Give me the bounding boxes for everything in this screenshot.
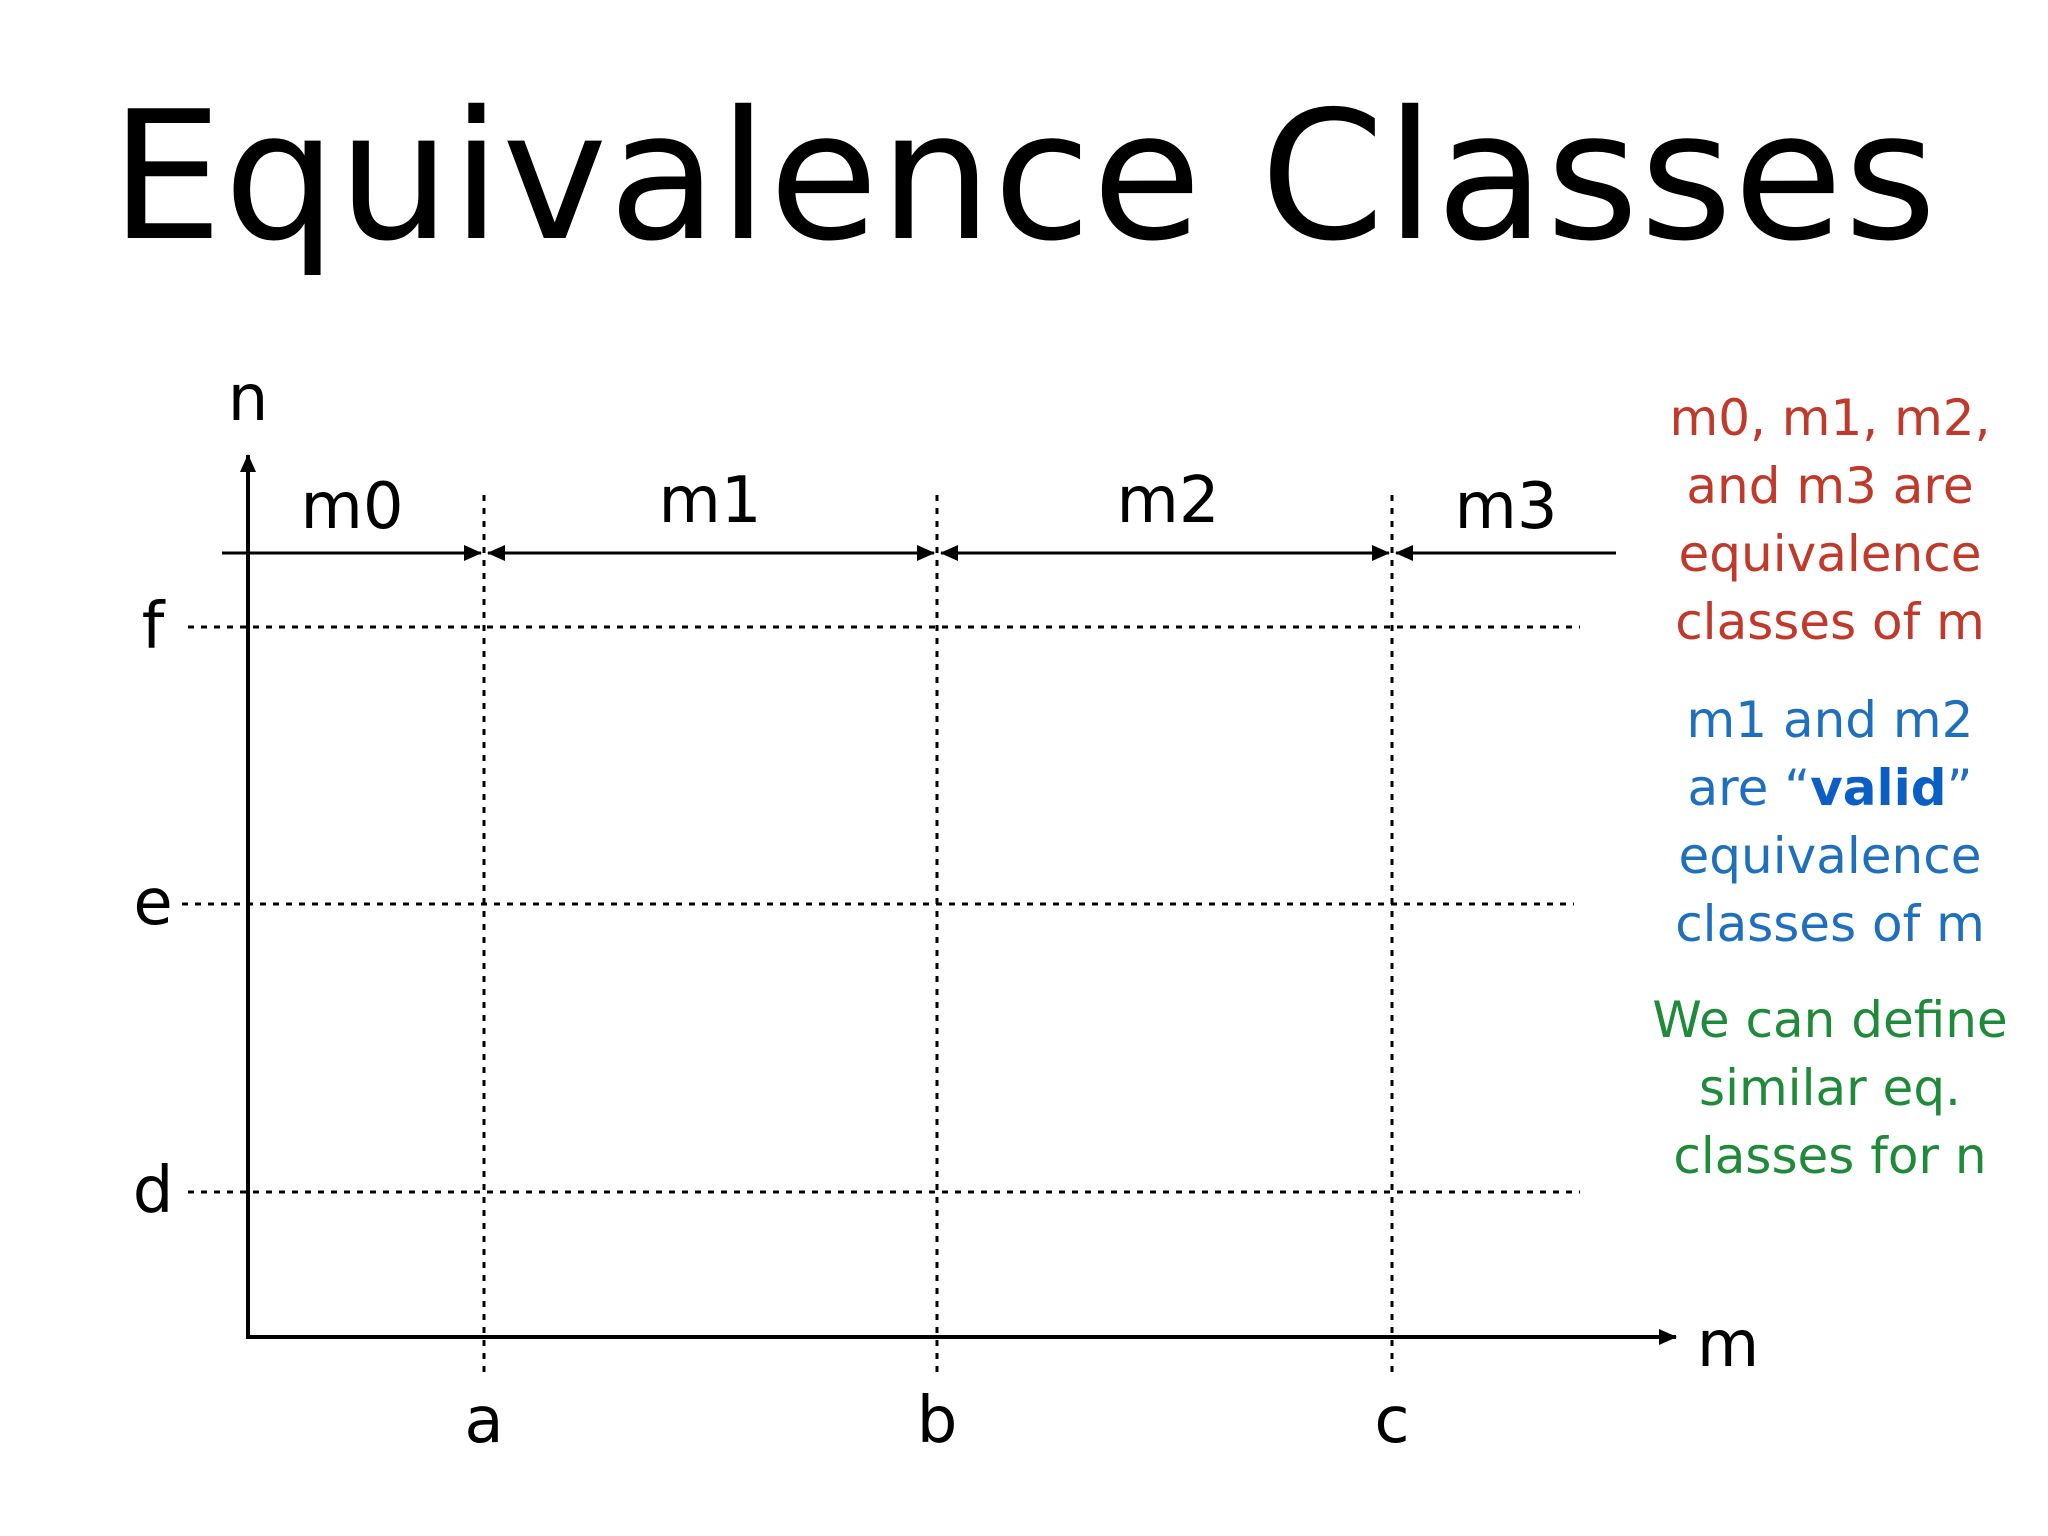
y-tick-e: e — [133, 866, 172, 940]
note-green-line: classes for n — [1673, 1127, 1987, 1185]
x-axis-label: m — [1697, 1308, 1759, 1382]
slide-title: Equivalence Classes — [110, 73, 1938, 280]
x-tick-c: c — [1374, 1384, 1409, 1458]
note-blue-line: m1 and m2 — [1686, 691, 1974, 749]
note-blue-text: ” — [1946, 759, 1973, 817]
y-axis-label: n — [228, 362, 269, 436]
note-blue-line: classes of m — [1675, 895, 1985, 953]
x-tick-a: a — [464, 1384, 503, 1458]
note-blue-line: equivalence — [1678, 827, 1982, 885]
range-m0-label: m0 — [300, 470, 403, 544]
valid-emphasis: valid — [1810, 759, 1947, 817]
note-valid-classes: m1 and m2 are “valid” equivalence classe… — [1640, 686, 2020, 958]
range-m2-label: m2 — [1116, 464, 1219, 538]
range-m3-label: m3 — [1454, 470, 1557, 544]
note-red-line: classes of m — [1675, 593, 1985, 651]
note-green-line: similar eq. — [1699, 1059, 1961, 1117]
note-red-line: and m3 are — [1686, 457, 1974, 515]
range-m1-label: m1 — [658, 464, 761, 538]
note-green-line: We can define — [1652, 991, 2008, 1049]
note-blue-line: are “valid” — [1640, 754, 2020, 822]
y-tick-f: f — [142, 590, 166, 664]
note-red-line: equivalence — [1678, 525, 1982, 583]
note-blue-text: are “ — [1687, 759, 1811, 817]
y-tick-d: d — [133, 1154, 174, 1228]
x-tick-b: b — [917, 1384, 958, 1458]
note-red-line: m0, m1, m2, — [1669, 389, 1991, 447]
note-classes-for-n: We can define similar eq. classes for n — [1640, 986, 2020, 1190]
note-equivalence-classes: m0, m1, m2, and m3 are equivalence class… — [1640, 384, 2020, 656]
